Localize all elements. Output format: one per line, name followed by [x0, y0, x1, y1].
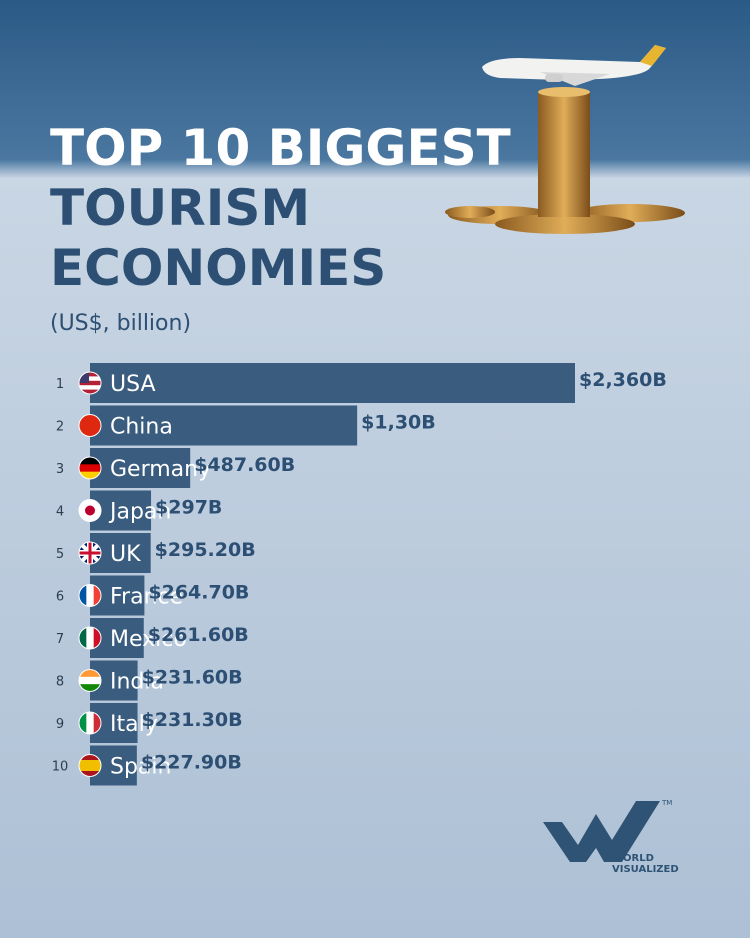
rank: 7	[56, 632, 64, 647]
flag	[79, 372, 101, 394]
subtitle: (US$, billion)	[50, 311, 191, 336]
flag-cross	[79, 542, 101, 564]
country-label: Italy	[110, 712, 158, 737]
flag-stripe	[86, 712, 95, 734]
flag-stripe	[79, 676, 101, 685]
airplane-illustration	[482, 45, 666, 86]
rank: 4	[56, 505, 64, 520]
flag-stripe	[93, 712, 101, 734]
flag	[79, 712, 101, 734]
flag-stripe	[86, 584, 95, 607]
title-line: ECONOMIES	[50, 239, 386, 297]
flag-stripe	[79, 765, 101, 772]
flag-stripe	[79, 712, 87, 734]
rank: 1	[56, 377, 64, 392]
flag	[79, 584, 101, 607]
value-label: $231.60B	[142, 667, 243, 689]
flag-border	[78, 499, 102, 522]
title-line: TOURISM	[50, 179, 310, 237]
value-label: $297B	[155, 497, 222, 519]
flag-stripe	[79, 627, 87, 649]
brand-text: VISUALIZED	[612, 864, 679, 875]
flag-border	[78, 414, 102, 437]
flag-stripe	[79, 669, 101, 678]
flag-stripe	[79, 584, 87, 607]
flag-stripe	[93, 627, 101, 649]
rank: 8	[56, 675, 64, 690]
flag	[79, 627, 101, 649]
country-label: France	[110, 585, 183, 610]
bar	[90, 363, 575, 403]
flag-stripe	[79, 372, 101, 377]
bar	[90, 448, 191, 488]
value-label: $2,360B	[579, 369, 667, 391]
flag-stripe	[79, 471, 101, 479]
country-label: USA	[110, 372, 156, 397]
flag-stripe	[93, 584, 101, 607]
flag-stripe	[79, 389, 101, 394]
brand-text: WORLD	[612, 853, 654, 864]
rank: 2	[56, 420, 64, 435]
rank: 10	[52, 760, 69, 775]
coins-illustration	[445, 87, 685, 234]
country-label: China	[110, 415, 173, 440]
flag-stripe	[79, 385, 101, 391]
flag-border	[78, 541, 102, 565]
value-label: $261.60B	[148, 624, 249, 646]
flag	[79, 754, 101, 777]
value-label: $264.70B	[148, 582, 249, 604]
flag-stripe	[79, 754, 101, 761]
value-label: $487.60B	[194, 454, 295, 476]
country-label: Germany	[110, 457, 211, 482]
rank: 5	[56, 547, 64, 562]
country-label: UK	[110, 542, 141, 567]
flag-border	[78, 711, 102, 735]
rank: 3	[56, 462, 64, 477]
country-label: India	[110, 670, 164, 695]
flag-stripe	[79, 414, 101, 437]
rank: 6	[56, 590, 64, 605]
flag-canton	[79, 372, 89, 383]
bar-chart: 1 USA $2,360B 2 China $1,30B 3 Germany$487.60B 4…	[52, 363, 667, 786]
flag	[79, 499, 101, 522]
flag	[79, 457, 101, 479]
flag-border	[78, 669, 102, 692]
flag-stripe	[79, 464, 101, 473]
flag-stripe	[79, 760, 101, 766]
country-label: Spain	[110, 755, 171, 780]
title-line: TOP 10 BIGGEST	[50, 119, 511, 177]
flag-stripe	[79, 771, 101, 777]
flag-border	[78, 456, 102, 480]
country-label: Mexico	[110, 627, 187, 652]
trademark: TM	[661, 799, 672, 807]
flag-border	[78, 584, 102, 607]
flag	[79, 414, 101, 437]
flag-border	[78, 754, 102, 777]
flag-stripe	[86, 627, 95, 649]
rank: 9	[56, 717, 64, 732]
value-label: $1,30B	[361, 412, 436, 434]
logo: WORLD VISUALIZED TM	[543, 799, 679, 875]
flag	[79, 542, 101, 564]
flag-disc	[85, 505, 95, 516]
flag-border	[78, 371, 102, 395]
flag-stripe	[79, 457, 101, 465]
value-label: $295.20B	[155, 539, 256, 561]
flag-stripe	[79, 684, 101, 692]
flag	[79, 669, 101, 692]
value-label: $227.90B	[141, 752, 242, 774]
flag-border	[78, 626, 102, 650]
value-label: $231.30B	[142, 709, 243, 731]
country-label: Japan	[108, 500, 171, 525]
flag-stripe	[79, 380, 101, 386]
flag-stripe	[79, 376, 101, 382]
bar	[90, 405, 358, 446]
